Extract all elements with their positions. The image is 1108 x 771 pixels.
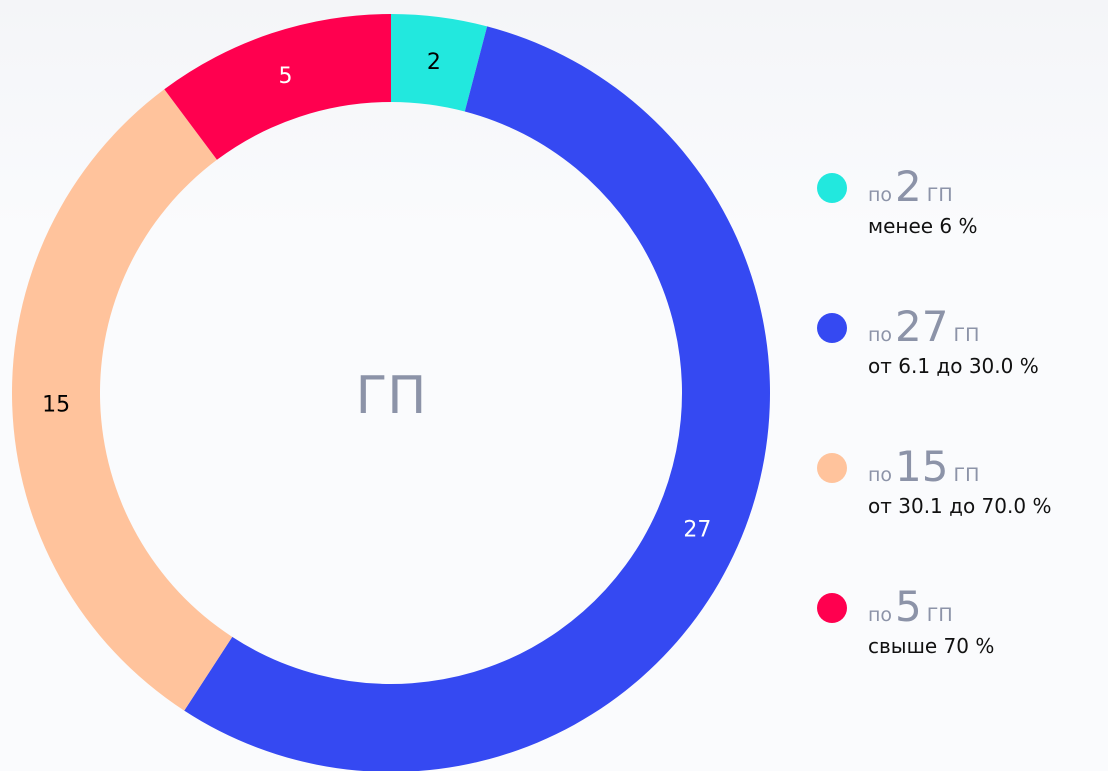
legend-label: от 30.1 до 70.0 % [868,494,1051,518]
legend-title: по5 ГП [868,582,953,631]
legend-swatch [817,453,847,483]
donut-segment [164,14,391,160]
legend-prefix: по [868,604,892,626]
legend-value: 27 [895,302,948,351]
segment-label: 5 [278,64,292,89]
legend-swatch [817,173,847,203]
legend-prefix: по [868,184,892,206]
segment-label: 27 [683,518,711,543]
legend-suffix: ГП [927,604,953,626]
legend-label: от 6.1 до 30.0 % [868,354,1039,378]
legend-title: по15 ГП [868,442,979,491]
legend-prefix: по [868,324,892,346]
center-label: ГП [356,366,427,426]
donut-segment [391,14,488,112]
legend-suffix: ГП [927,184,953,206]
legend-label: менее 6 % [868,214,978,238]
legend-suffix: ГП [954,464,980,486]
legend-suffix: ГП [954,324,980,346]
legend-value: 15 [895,442,948,491]
legend-title: по2 ГП [868,162,953,211]
legend-title: по27 ГП [868,302,979,351]
donut-segment [11,89,233,711]
legend-value: 5 [895,582,922,631]
donut-segment [184,26,770,771]
legend-value: 2 [895,162,922,211]
legend-prefix: по [868,464,892,486]
segment-label: 2 [427,50,441,75]
legend-label: свыше 70 % [868,634,994,658]
legend-swatch [817,593,847,623]
segment-label: 15 [42,393,70,418]
legend-swatch [817,313,847,343]
